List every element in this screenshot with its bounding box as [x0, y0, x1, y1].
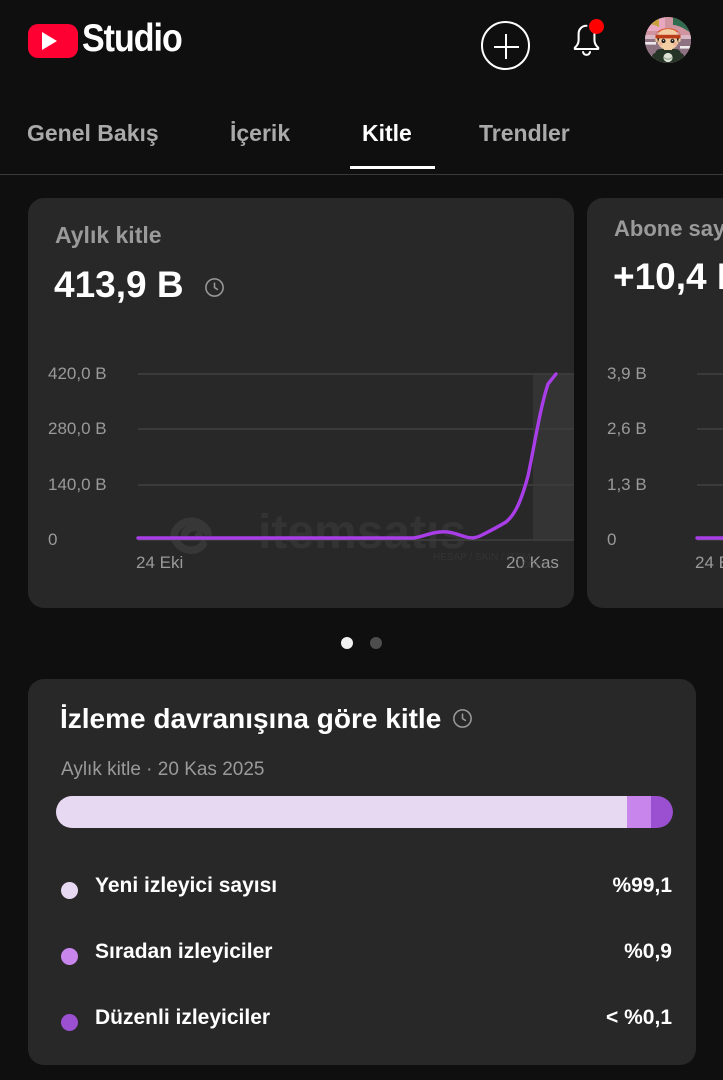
- svg-text:280,0 B: 280,0 B: [48, 419, 107, 438]
- svg-text:24 Eki: 24 Eki: [695, 553, 723, 572]
- svg-text:0: 0: [48, 530, 57, 549]
- svg-text:140,0 B: 140,0 B: [48, 475, 107, 494]
- svg-text:2,6 B: 2,6 B: [607, 419, 647, 438]
- svg-text:420,0 B: 420,0 B: [48, 364, 107, 383]
- svg-text:1,3 B: 1,3 B: [607, 475, 647, 494]
- svg-text:Studio: Studio: [82, 16, 182, 60]
- svg-text:0: 0: [607, 530, 616, 549]
- svg-text:HESAP / SKIN / ITEM: HESAP / SKIN / ITEM: [433, 552, 531, 563]
- svg-text:24 Eki: 24 Eki: [136, 553, 183, 572]
- svg-text:3,9 B: 3,9 B: [607, 364, 647, 383]
- svg-text:.com: .com: [518, 556, 546, 571]
